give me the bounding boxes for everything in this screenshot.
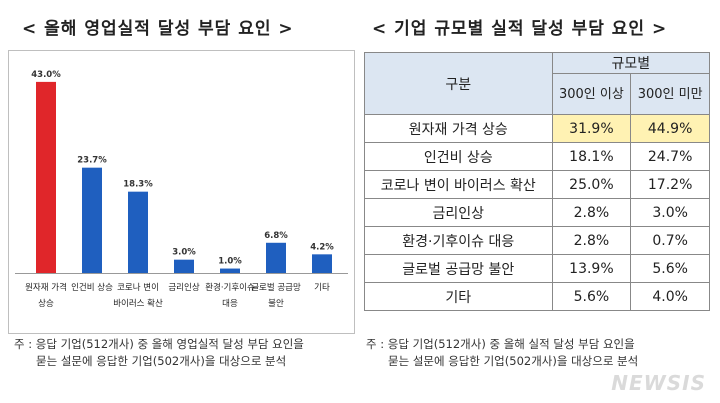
table-row: 환경·기후이슈 대응 2.8% 0.7% (364, 226, 710, 255)
right-footnote-line2: 묻는 설문에 응답한 기업(502개사)을 대상으로 분석 (388, 354, 639, 368)
watermark-logo: NEWSIS (611, 371, 706, 395)
row-label: 원자재 가격 상승 (364, 114, 553, 143)
header-col-300-plus: 300인 이상 (551, 73, 632, 115)
bar (266, 242, 286, 273)
table-row: 코로나 변이 바이러스 확산 25.0% 17.2% (364, 170, 710, 199)
bar (312, 254, 332, 273)
row-label: 기타 (364, 282, 553, 311)
row-value-300-plus: 18.1% (551, 142, 632, 171)
bar-value-label: 1.0% (218, 257, 242, 267)
table-body: 원자재 가격 상승 31.9% 44.9% 인건비 상승 18.1% 24.7% 코로나 변… (364, 114, 710, 311)
category-label: 상승 (38, 298, 54, 309)
header-col-under-300: 300인 미만 (630, 73, 710, 115)
row-value-under-300: 24.7% (630, 142, 710, 171)
row-label: 코로나 변이 바이러스 확산 (364, 170, 553, 199)
row-value-300-plus: 13.9% (551, 254, 632, 283)
table-row: 원자재 가격 상승 31.9% 44.9% (364, 114, 710, 143)
category-label: 대응 (222, 299, 238, 309)
row-label: 글로벌 공급망 불안 (364, 254, 553, 283)
bar-value-label: 23.7% (77, 156, 107, 166)
category-label: 바이러스 확산 (113, 298, 163, 309)
row-value-under-300: 4.0% (630, 282, 710, 311)
header-group: 규모별 (551, 52, 711, 74)
row-label: 환경·기후이슈 대응 (364, 226, 553, 255)
row-value-under-300: 17.2% (630, 170, 710, 199)
left-chart-title: < 올해 영업실적 달성 부담 요인 > (22, 19, 294, 39)
left-footnote-line2: 묻는 설문에 응답한 기업(502개사)을 대상으로 분석 (36, 354, 287, 368)
row-label: 인건비 상승 (364, 142, 553, 171)
row-value-under-300: 3.0% (630, 198, 710, 227)
bar (128, 191, 148, 273)
right-footnote: 주 : 응답 기업(512개사) 중 올해 실적 달성 부담 요인을 묻는 설문… (366, 336, 638, 370)
category-label: 인건비 상승 (71, 282, 113, 293)
category-label: 금리인상 (168, 282, 199, 293)
bar-value-label: 6.8% (264, 231, 288, 241)
row-value-under-300: 0.7% (630, 226, 710, 255)
category-label: 불안 (268, 298, 284, 309)
table-row: 인건비 상승 18.1% 24.7% (364, 142, 710, 171)
size-comparison-table: 구분 규모별 300인 이상 300인 미만 원자재 가격 상승 31.9% 44.… (364, 52, 711, 311)
bar-value-label: 18.3% (123, 180, 153, 190)
row-label: 금리인상 (364, 198, 553, 227)
bar-value-label: 3.0% (172, 248, 196, 258)
bar (36, 81, 56, 273)
left-footnote: 주 : 응답 기업(512개사) 중 올해 영업실적 달성 부담 요인을 묻는 … (14, 336, 304, 370)
category-label: 환경·기후이슈 (205, 282, 255, 293)
right-table-title: < 기업 규모별 실적 달성 부담 요인 > (372, 19, 668, 39)
bar (82, 167, 102, 273)
row-value-under-300: 44.9% (630, 114, 710, 143)
table-row: 글로벌 공급망 불안 13.9% 5.6% (364, 254, 710, 283)
left-footnote-line1: 주 : 응답 기업(512개사) 중 올해 영업실적 달성 부담 요인을 (14, 337, 304, 351)
category-label: 코로나 변이 (117, 282, 159, 293)
category-label: 원자재 가격 (25, 282, 67, 293)
bar-value-label: 43.0% (31, 70, 61, 80)
row-value-300-plus: 2.8% (551, 226, 632, 255)
row-value-300-plus: 25.0% (551, 170, 632, 199)
table-row: 금리인상 2.8% 3.0% (364, 198, 710, 227)
row-value-300-plus: 2.8% (551, 198, 632, 227)
row-value-300-plus: 31.9% (551, 114, 632, 143)
right-footnote-line1: 주 : 응답 기업(512개사) 중 올해 실적 달성 부담 요인을 (366, 337, 635, 351)
bar (220, 268, 240, 273)
row-value-under-300: 5.6% (630, 254, 710, 283)
row-value-300-plus: 5.6% (551, 282, 632, 311)
header-category: 구분 (364, 52, 553, 115)
bar-value-label: 4.2% (310, 242, 334, 252)
table-row: 기타 5.6% 4.0% (364, 282, 710, 311)
category-label: 글로벌 공급망 (251, 282, 301, 293)
bar (174, 259, 194, 273)
category-label: 기타 (314, 283, 330, 293)
